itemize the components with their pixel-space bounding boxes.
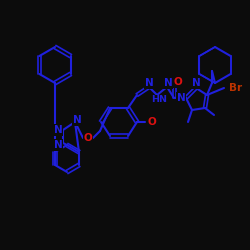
- Text: O: O: [84, 133, 92, 143]
- Text: HN: HN: [151, 96, 167, 104]
- Text: N: N: [54, 125, 62, 135]
- Text: N: N: [54, 140, 62, 150]
- Text: O: O: [174, 77, 182, 87]
- Text: N: N: [144, 78, 154, 88]
- Text: Br: Br: [229, 83, 242, 93]
- Text: N: N: [176, 93, 186, 103]
- Text: N: N: [72, 115, 82, 125]
- Text: N: N: [164, 78, 172, 88]
- Text: N: N: [192, 78, 200, 88]
- Text: O: O: [148, 117, 156, 127]
